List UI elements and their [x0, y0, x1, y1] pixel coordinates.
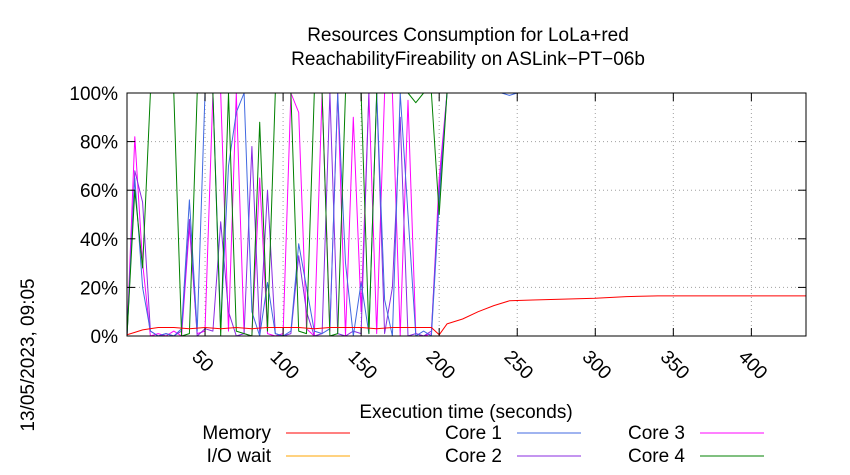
x-tick-label: 50 — [188, 347, 218, 377]
series-line-memory — [126, 295, 806, 336]
y-tick-label: 40% — [80, 230, 118, 251]
x-tick-label: 350 — [656, 347, 693, 384]
legend-label-core-4: Core 4 — [628, 446, 685, 467]
y-tick-label: 20% — [80, 278, 118, 299]
y-tick-label: 100% — [69, 84, 118, 105]
series-layer — [126, 92, 806, 337]
y-tick-label: 80% — [80, 133, 118, 154]
series-line-core-3 — [126, 92, 806, 337]
x-tick-label: 200 — [422, 347, 459, 384]
x-tick-label: 150 — [344, 347, 381, 384]
y-tick-label: 0% — [91, 327, 119, 348]
plot-border — [126, 92, 807, 337]
timestamp-label: 13/05/2023, 09:05 — [18, 278, 39, 431]
x-tick-label: 250 — [500, 347, 537, 384]
legend-label-memory: Memory — [202, 423, 271, 444]
grid-lines — [127, 93, 806, 336]
y-tick-labels: 0% 20% 40% 60% 80% 100% — [69, 84, 118, 348]
legend-label-core-1: Core 1 — [445, 423, 502, 444]
x-axis-label: Execution time (seconds) — [359, 402, 572, 423]
x-tick-label: 100 — [266, 347, 303, 384]
series-line-core-1 — [126, 92, 806, 337]
series-line-core-2 — [126, 92, 806, 337]
tick-marks — [127, 92, 806, 337]
chart-title: Resources Consumption for LoLa+red — [307, 25, 629, 46]
x-tick-labels: 50 100 150 200 250 300 350 400 — [188, 347, 772, 384]
x-tick-label: 400 — [734, 347, 771, 384]
y-tick-label: 60% — [80, 181, 118, 202]
legend-label-core-3: Core 3 — [628, 423, 685, 444]
legend-label-i-o-wait: I/O wait — [207, 446, 272, 467]
chart-subtitle: ReachabilityFireability on ASLink−PT−06b — [291, 49, 645, 70]
series-line-core-4 — [126, 92, 806, 337]
legend-label-core-2: Core 2 — [445, 446, 502, 467]
x-tick-label: 300 — [578, 347, 615, 384]
